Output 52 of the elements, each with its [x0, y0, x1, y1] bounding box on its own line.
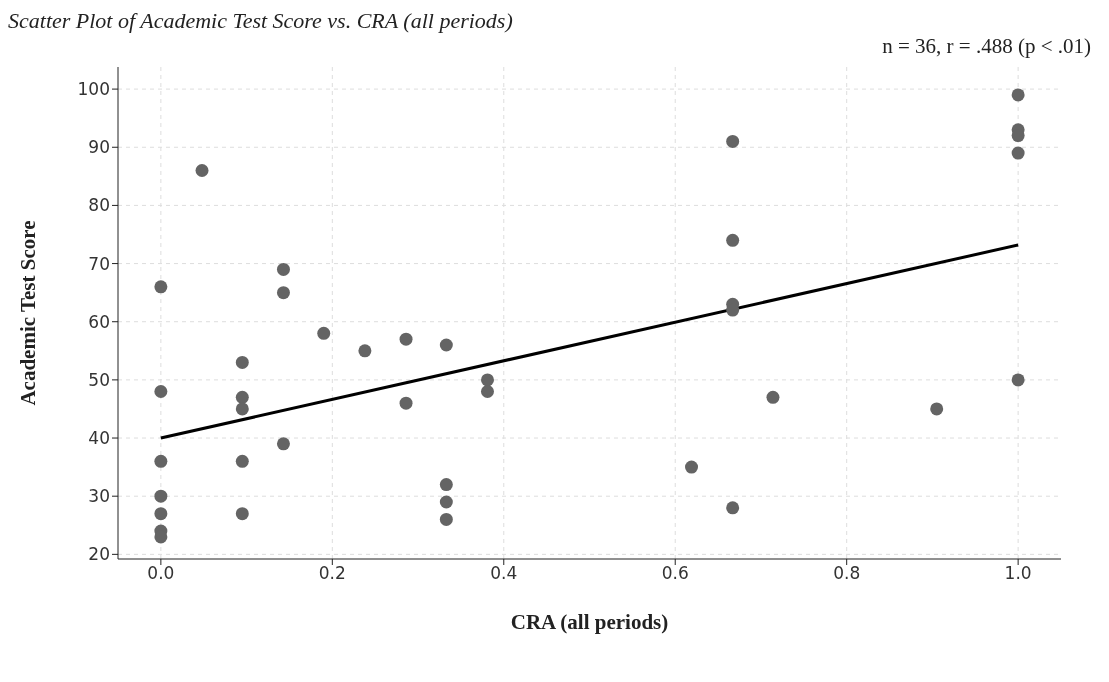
point	[726, 501, 740, 515]
point	[235, 454, 249, 468]
y-tick-label: 50	[88, 369, 110, 390]
chart-title: Scatter Plot of Academic Test Score vs. CRA (all periods)	[8, 8, 514, 34]
y-tick-label: 20	[88, 544, 110, 565]
point	[1011, 88, 1025, 102]
x-tick-label: 1.0	[1004, 563, 1032, 584]
y-tick-label: 60	[88, 311, 110, 332]
point	[726, 233, 740, 247]
point	[726, 134, 740, 148]
point	[399, 396, 413, 410]
point	[358, 344, 372, 358]
point	[154, 489, 168, 503]
point	[439, 478, 453, 492]
point	[154, 507, 168, 521]
point	[439, 495, 453, 509]
x-tick-label: 0.0	[147, 563, 175, 584]
point	[195, 164, 209, 178]
y-tick-label: 30	[88, 486, 110, 507]
point	[480, 385, 494, 399]
y-tick-label: 70	[88, 253, 110, 274]
point	[154, 385, 168, 399]
point	[276, 437, 290, 451]
point	[235, 507, 249, 521]
point	[1011, 146, 1025, 160]
text: n = 36, r = .488 (p < .01)	[881, 34, 1092, 59]
x-axis-title: CRA (all periods)	[510, 610, 669, 634]
point	[235, 390, 249, 404]
point	[235, 402, 249, 416]
point	[480, 373, 494, 387]
x-tick-label: 0.8	[833, 563, 861, 584]
x-tick-label: 0.6	[661, 563, 689, 584]
point	[235, 355, 249, 369]
point	[930, 402, 944, 416]
point	[439, 512, 453, 526]
point	[154, 280, 168, 294]
point	[685, 460, 699, 474]
point	[276, 262, 290, 276]
point	[766, 390, 780, 404]
x-tick-label: 0.4	[490, 563, 518, 584]
y-tick-label: 100	[77, 79, 110, 100]
point	[399, 332, 413, 346]
x-tick-label: 0.2	[318, 563, 346, 584]
y-tick-label: 90	[88, 137, 110, 158]
y-tick-label: 40	[88, 428, 110, 449]
point	[1011, 373, 1025, 387]
point	[439, 338, 453, 352]
point	[154, 454, 168, 468]
point	[317, 326, 331, 340]
point	[276, 286, 290, 300]
y-tick-label: 80	[88, 195, 110, 216]
y-axis-title: Academic Test Score	[16, 220, 41, 406]
